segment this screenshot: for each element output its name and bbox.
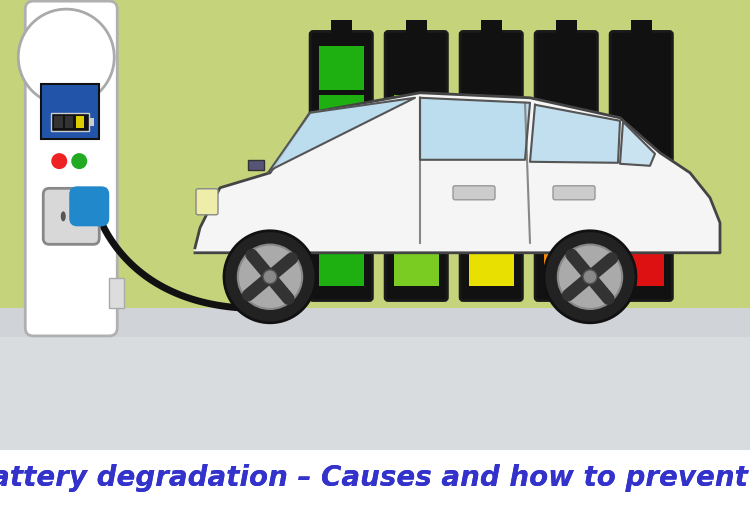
Bar [394,242,439,286]
Bar [0,0,750,318]
Polygon shape [195,93,720,254]
Bar [0,450,750,505]
Bar [0,337,750,505]
Bar [248,161,264,171]
Bar [319,96,364,140]
Bar [51,114,89,132]
Bar [319,47,364,91]
Ellipse shape [76,212,82,222]
Bar [481,21,502,35]
Bar [319,242,364,286]
FancyBboxPatch shape [310,32,372,301]
Bar [76,117,84,129]
FancyBboxPatch shape [610,32,672,301]
Bar [54,117,62,129]
Circle shape [238,245,302,310]
Polygon shape [620,123,655,167]
Text: Battery degradation – Causes and how to prevent it: Battery degradation – Causes and how to … [0,463,750,491]
Circle shape [51,154,68,170]
Bar [394,96,439,140]
Circle shape [558,245,622,310]
Bar [469,145,514,188]
FancyBboxPatch shape [386,32,447,301]
FancyBboxPatch shape [453,186,495,200]
FancyBboxPatch shape [26,2,117,336]
Bar [89,119,94,127]
Circle shape [224,231,316,323]
Bar [331,21,352,35]
Circle shape [71,154,87,170]
Bar [0,308,750,505]
Text: Battery degradation – Causes and how to prevent it: Battery degradation – Causes and how to … [0,463,750,491]
Polygon shape [268,98,415,173]
Bar [41,85,99,140]
Ellipse shape [61,212,66,222]
Bar [319,193,364,237]
Bar [544,242,589,286]
Bar [110,278,125,308]
Circle shape [544,231,636,323]
FancyBboxPatch shape [460,32,522,301]
Polygon shape [530,106,620,164]
Polygon shape [420,98,530,161]
Bar [556,21,577,35]
Bar [394,145,439,188]
Bar [394,193,439,237]
Circle shape [583,270,597,284]
FancyBboxPatch shape [196,189,218,215]
Bar [631,21,652,35]
Ellipse shape [18,10,114,106]
FancyBboxPatch shape [553,186,595,200]
Bar [319,145,364,188]
Bar [544,193,589,237]
Bar [619,242,664,286]
FancyBboxPatch shape [44,189,99,245]
Circle shape [263,270,277,284]
FancyBboxPatch shape [536,32,597,301]
Bar [469,242,514,286]
Bar [65,117,74,129]
Bar [469,193,514,237]
Bar [406,21,427,35]
FancyBboxPatch shape [69,187,110,227]
